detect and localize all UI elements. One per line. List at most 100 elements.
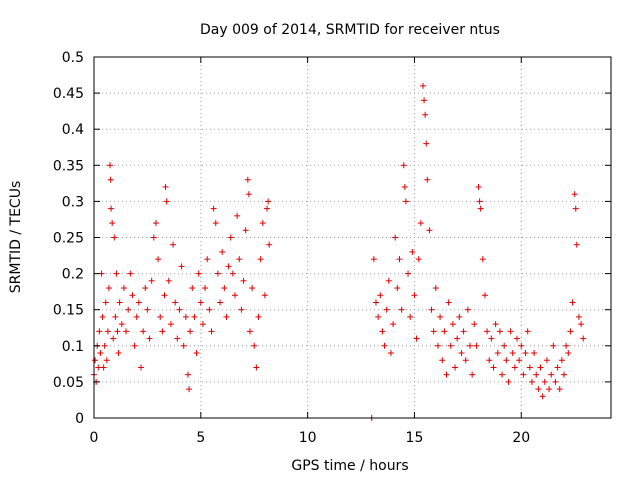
y-tick-label: 0.35 (53, 158, 84, 174)
data-point (120, 285, 127, 292)
data-point (185, 371, 191, 378)
data-point (127, 270, 134, 277)
data-point (244, 176, 251, 183)
data-point (390, 321, 397, 328)
data-point (398, 306, 405, 313)
data-point (535, 386, 542, 393)
data-point (496, 328, 503, 335)
data-point (259, 220, 266, 227)
data-point (251, 342, 258, 349)
data-point (385, 277, 392, 284)
data-point (449, 321, 456, 328)
x-tick-label: 0 (90, 430, 99, 446)
data-point (129, 292, 136, 299)
data-point (150, 234, 157, 241)
data-point (456, 313, 463, 320)
data-point (509, 350, 516, 357)
data-point (155, 256, 162, 263)
y-tick-label: 0.2 (62, 267, 84, 283)
data-point (229, 270, 236, 277)
data-point (152, 220, 159, 227)
data-point (392, 234, 399, 241)
data-points (91, 82, 587, 421)
data-point (165, 277, 172, 284)
data-point (140, 328, 147, 335)
data-point (528, 378, 535, 385)
data-point (488, 335, 495, 342)
data-point (550, 342, 557, 349)
data-point (520, 371, 527, 378)
data-point (486, 357, 493, 364)
y-tick-label: 0.5 (62, 50, 84, 66)
data-point (462, 357, 469, 364)
data-point (370, 256, 377, 263)
data-point (110, 335, 117, 342)
data-point (558, 357, 565, 364)
data-point (227, 234, 234, 241)
data-point (135, 299, 142, 306)
data-point (197, 299, 204, 306)
data-point (172, 299, 179, 306)
data-point (518, 342, 525, 349)
data-point (501, 342, 508, 349)
y-axis-label: SRMTID / TECUs (8, 181, 24, 294)
data-point (503, 357, 510, 364)
data-point (266, 241, 273, 248)
y-tick-label: 0.4 (62, 122, 84, 138)
data-point (499, 371, 506, 378)
data-point (113, 270, 120, 277)
data-point (575, 313, 582, 320)
data-point (533, 371, 540, 378)
data-point (387, 350, 394, 357)
data-point (415, 256, 422, 263)
axis-ticks (93, 56, 611, 419)
data-point (565, 350, 572, 357)
data-point (402, 198, 409, 205)
grid-lines (94, 57, 611, 418)
data-point (208, 328, 215, 335)
data-point (407, 313, 414, 320)
data-point (490, 364, 497, 371)
data-point (238, 306, 245, 313)
data-point (182, 313, 189, 320)
data-point (443, 371, 450, 378)
data-point (447, 342, 454, 349)
data-point (452, 364, 459, 371)
data-point (92, 357, 99, 364)
data-point (421, 97, 428, 104)
y-tick-label: 0.1 (62, 339, 84, 355)
data-point (505, 378, 512, 385)
data-point (189, 285, 196, 292)
data-point (257, 256, 264, 263)
data-point (261, 292, 268, 299)
data-point (217, 299, 224, 306)
data-point (531, 350, 538, 357)
data-point (163, 198, 170, 205)
data-point (115, 350, 122, 357)
data-point (100, 364, 107, 371)
data-point (148, 277, 155, 284)
data-point (204, 256, 211, 263)
data-point (423, 140, 430, 147)
data-point (159, 328, 166, 335)
data-point (144, 306, 151, 313)
data-point (439, 357, 446, 364)
data-point (133, 313, 140, 320)
data-point (176, 306, 183, 313)
data-point (193, 350, 200, 357)
data-point (437, 313, 444, 320)
data-point (475, 183, 482, 190)
data-point (102, 299, 109, 306)
data-point (107, 162, 114, 169)
x-tick-label: 10 (299, 430, 317, 446)
data-point (170, 241, 177, 248)
data-point (556, 386, 563, 393)
data-point (375, 313, 382, 320)
data-point (246, 328, 253, 335)
data-point (214, 270, 221, 277)
data-point (249, 285, 256, 292)
y-tick-label: 0.05 (53, 375, 84, 391)
data-point (541, 378, 548, 385)
data-point (221, 285, 228, 292)
data-point (434, 342, 441, 349)
